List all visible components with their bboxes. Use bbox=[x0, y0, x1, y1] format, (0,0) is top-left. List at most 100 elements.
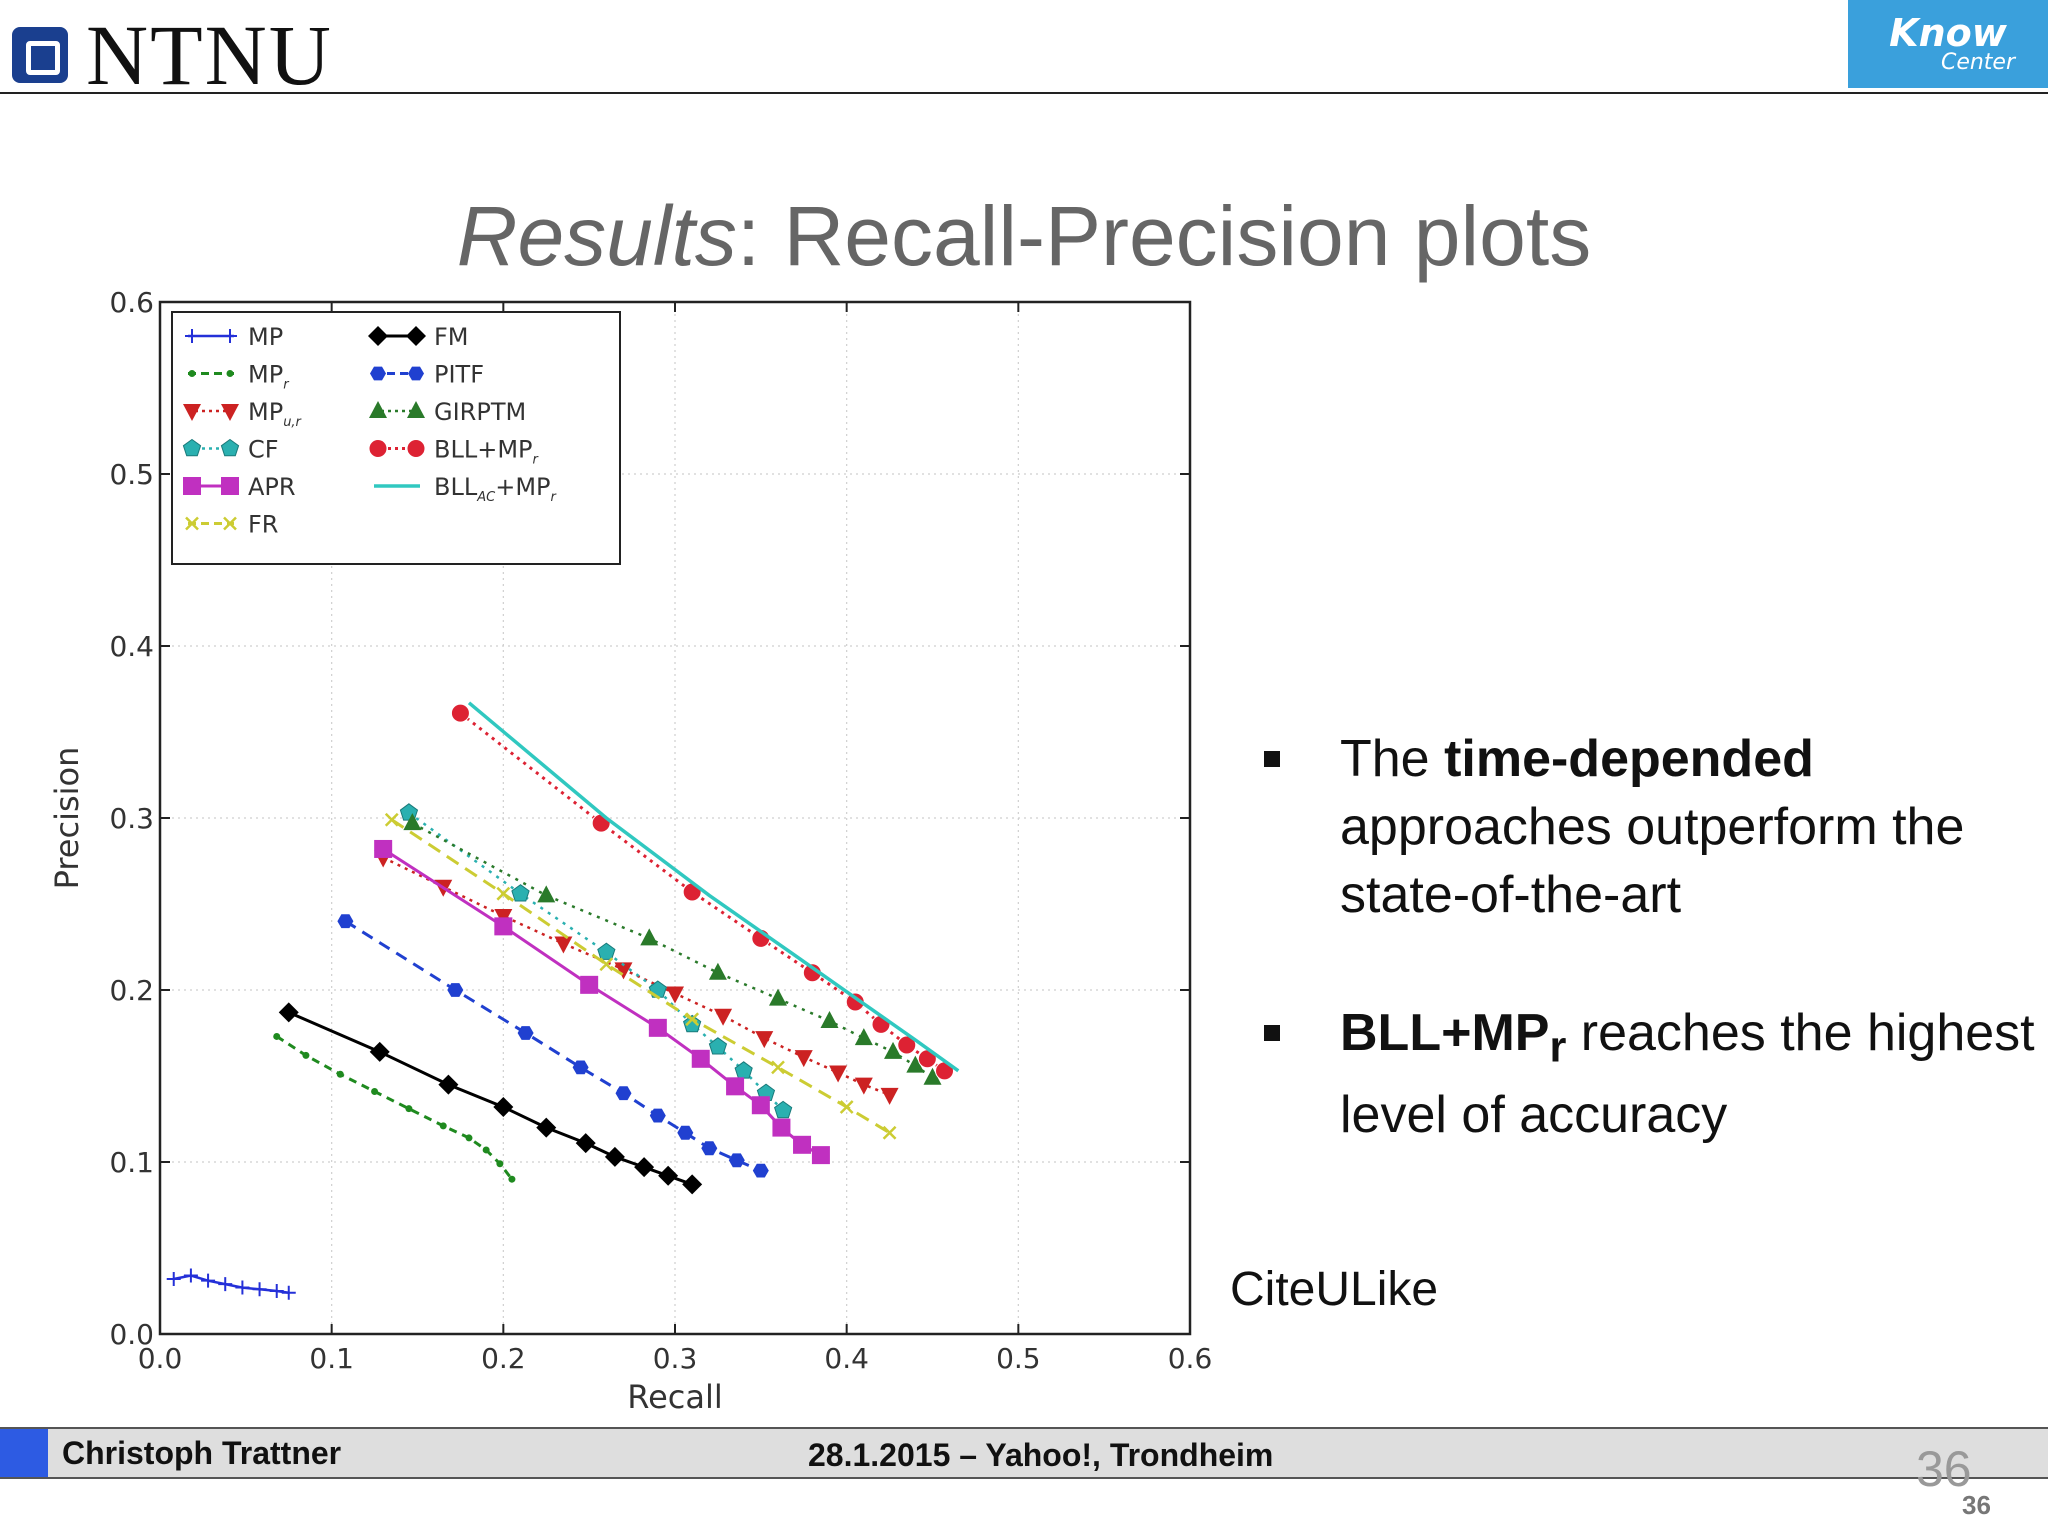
data-point bbox=[854, 1077, 873, 1095]
data-point bbox=[496, 886, 511, 901]
series-line bbox=[411, 822, 934, 1079]
data-point bbox=[597, 942, 616, 960]
bullet-1-post: approaches outperform the state-of-the-a… bbox=[1340, 798, 1965, 924]
data-point bbox=[511, 884, 530, 902]
data-point bbox=[884, 1041, 903, 1059]
x-tick-label: 0.2 bbox=[481, 1342, 526, 1375]
data-point bbox=[166, 1271, 181, 1286]
x-axis-label: Recall bbox=[627, 1378, 722, 1416]
data-point bbox=[829, 1065, 848, 1083]
know-center-logo-line2: Center bbox=[1940, 50, 2016, 75]
legend-item: BLLAC+MPr bbox=[374, 473, 558, 505]
series-layer bbox=[166, 701, 960, 1300]
data-point bbox=[537, 885, 556, 903]
series-cf bbox=[399, 803, 793, 1119]
legend-label: FR bbox=[248, 511, 278, 539]
legend-item: FM bbox=[368, 323, 469, 351]
slide-title-rest: : Recall-Precision plots bbox=[736, 189, 1592, 283]
data-point bbox=[793, 1135, 812, 1154]
data-point bbox=[438, 1074, 459, 1095]
data-point bbox=[281, 1285, 296, 1300]
series-line bbox=[467, 701, 960, 1073]
x-tick-label: 0.3 bbox=[653, 1342, 698, 1375]
data-point bbox=[685, 1012, 700, 1027]
data-point bbox=[450, 703, 470, 723]
data-point bbox=[771, 1060, 785, 1075]
x-tick-label: 0.0 bbox=[138, 1342, 183, 1375]
data-point bbox=[384, 812, 399, 827]
series-pitf bbox=[337, 914, 769, 1178]
series-mpu-r bbox=[374, 850, 899, 1105]
data-point bbox=[218, 1277, 233, 1292]
data-point bbox=[302, 1051, 310, 1059]
data-point bbox=[223, 329, 237, 343]
series-girptm bbox=[403, 813, 942, 1085]
legend-label: PITF bbox=[434, 361, 484, 389]
data-point bbox=[183, 404, 201, 421]
data-point bbox=[269, 1284, 284, 1298]
bullet-1-pre: The bbox=[1340, 730, 1445, 788]
data-point bbox=[371, 1087, 379, 1095]
data-point bbox=[235, 1280, 250, 1295]
legend-item: MPu,r bbox=[183, 398, 303, 430]
data-point bbox=[691, 1049, 710, 1068]
footer-bar: Christoph Trattner 28.1.2015 – Yahoo!, T… bbox=[0, 1427, 2048, 1479]
data-point bbox=[714, 1008, 733, 1026]
chart-grid bbox=[160, 302, 1190, 1334]
data-point bbox=[708, 962, 727, 980]
data-point bbox=[839, 1100, 854, 1114]
data-point bbox=[368, 439, 388, 458]
bullet-1-bold: time-depended bbox=[1444, 730, 1814, 788]
data-point bbox=[496, 1160, 504, 1168]
x-tick-label: 0.1 bbox=[309, 1342, 354, 1375]
header-divider bbox=[0, 92, 2048, 94]
data-point bbox=[183, 477, 201, 495]
data-point bbox=[368, 326, 388, 346]
legend-label: BLLAC+MPr bbox=[434, 473, 558, 505]
data-point bbox=[751, 1096, 770, 1115]
bullet-2-subscript: r bbox=[1549, 1023, 1567, 1072]
data-point bbox=[226, 370, 234, 377]
data-point bbox=[220, 438, 240, 457]
data-point bbox=[794, 1050, 813, 1068]
data-point bbox=[405, 1105, 413, 1113]
data-point bbox=[854, 1028, 873, 1046]
data-point bbox=[536, 1117, 557, 1138]
series-line bbox=[344, 919, 762, 1172]
data-point bbox=[658, 1165, 679, 1186]
footer-author: Christoph Trattner bbox=[62, 1435, 342, 1471]
data-point bbox=[403, 813, 422, 831]
legend-item: GIRPTM bbox=[369, 398, 526, 426]
data-point bbox=[201, 1273, 216, 1288]
chart-legend: MP MPr MPu,r CF APR FR FM PITF GIRPTM BLL+MPr BLLA… bbox=[171, 311, 621, 565]
data-point bbox=[614, 962, 633, 980]
data-point bbox=[517, 1026, 534, 1040]
x-tick-label: 0.5 bbox=[996, 1342, 1041, 1375]
page-number-small: 36 bbox=[1962, 1490, 1991, 1520]
ntnu-wordmark: NTNU bbox=[86, 7, 333, 103]
y-axis-label: Precision bbox=[48, 747, 86, 890]
data-point bbox=[752, 1163, 769, 1178]
data-point bbox=[221, 477, 239, 495]
data-point bbox=[406, 326, 426, 346]
know-center-logo: Know Center bbox=[1848, 0, 2048, 88]
y-tick-label: 0.5 bbox=[109, 458, 154, 491]
dataset-label: CiteULike bbox=[1230, 1263, 1439, 1316]
data-point bbox=[871, 1014, 891, 1034]
data-point bbox=[370, 366, 386, 381]
data-point bbox=[188, 370, 196, 377]
data-point bbox=[728, 1153, 745, 1168]
x-tick-label: 0.4 bbox=[824, 1342, 869, 1375]
data-point bbox=[369, 1041, 390, 1062]
data-point bbox=[726, 1077, 745, 1096]
bullet-item-2: BLL+MPr reaches the highest level of acc… bbox=[1260, 999, 2040, 1149]
y-tick-label: 0.1 bbox=[109, 1146, 154, 1179]
legend-label: BLL+MPr bbox=[434, 436, 540, 468]
y-tick-label: 0.4 bbox=[109, 630, 154, 663]
data-point bbox=[185, 329, 199, 343]
data-point bbox=[634, 1157, 655, 1178]
ntnu-logo: NTNU bbox=[12, 12, 333, 98]
data-point bbox=[183, 1268, 198, 1283]
data-point bbox=[640, 928, 659, 946]
slide-title: Results: Recall-Precision plots bbox=[0, 188, 2048, 285]
